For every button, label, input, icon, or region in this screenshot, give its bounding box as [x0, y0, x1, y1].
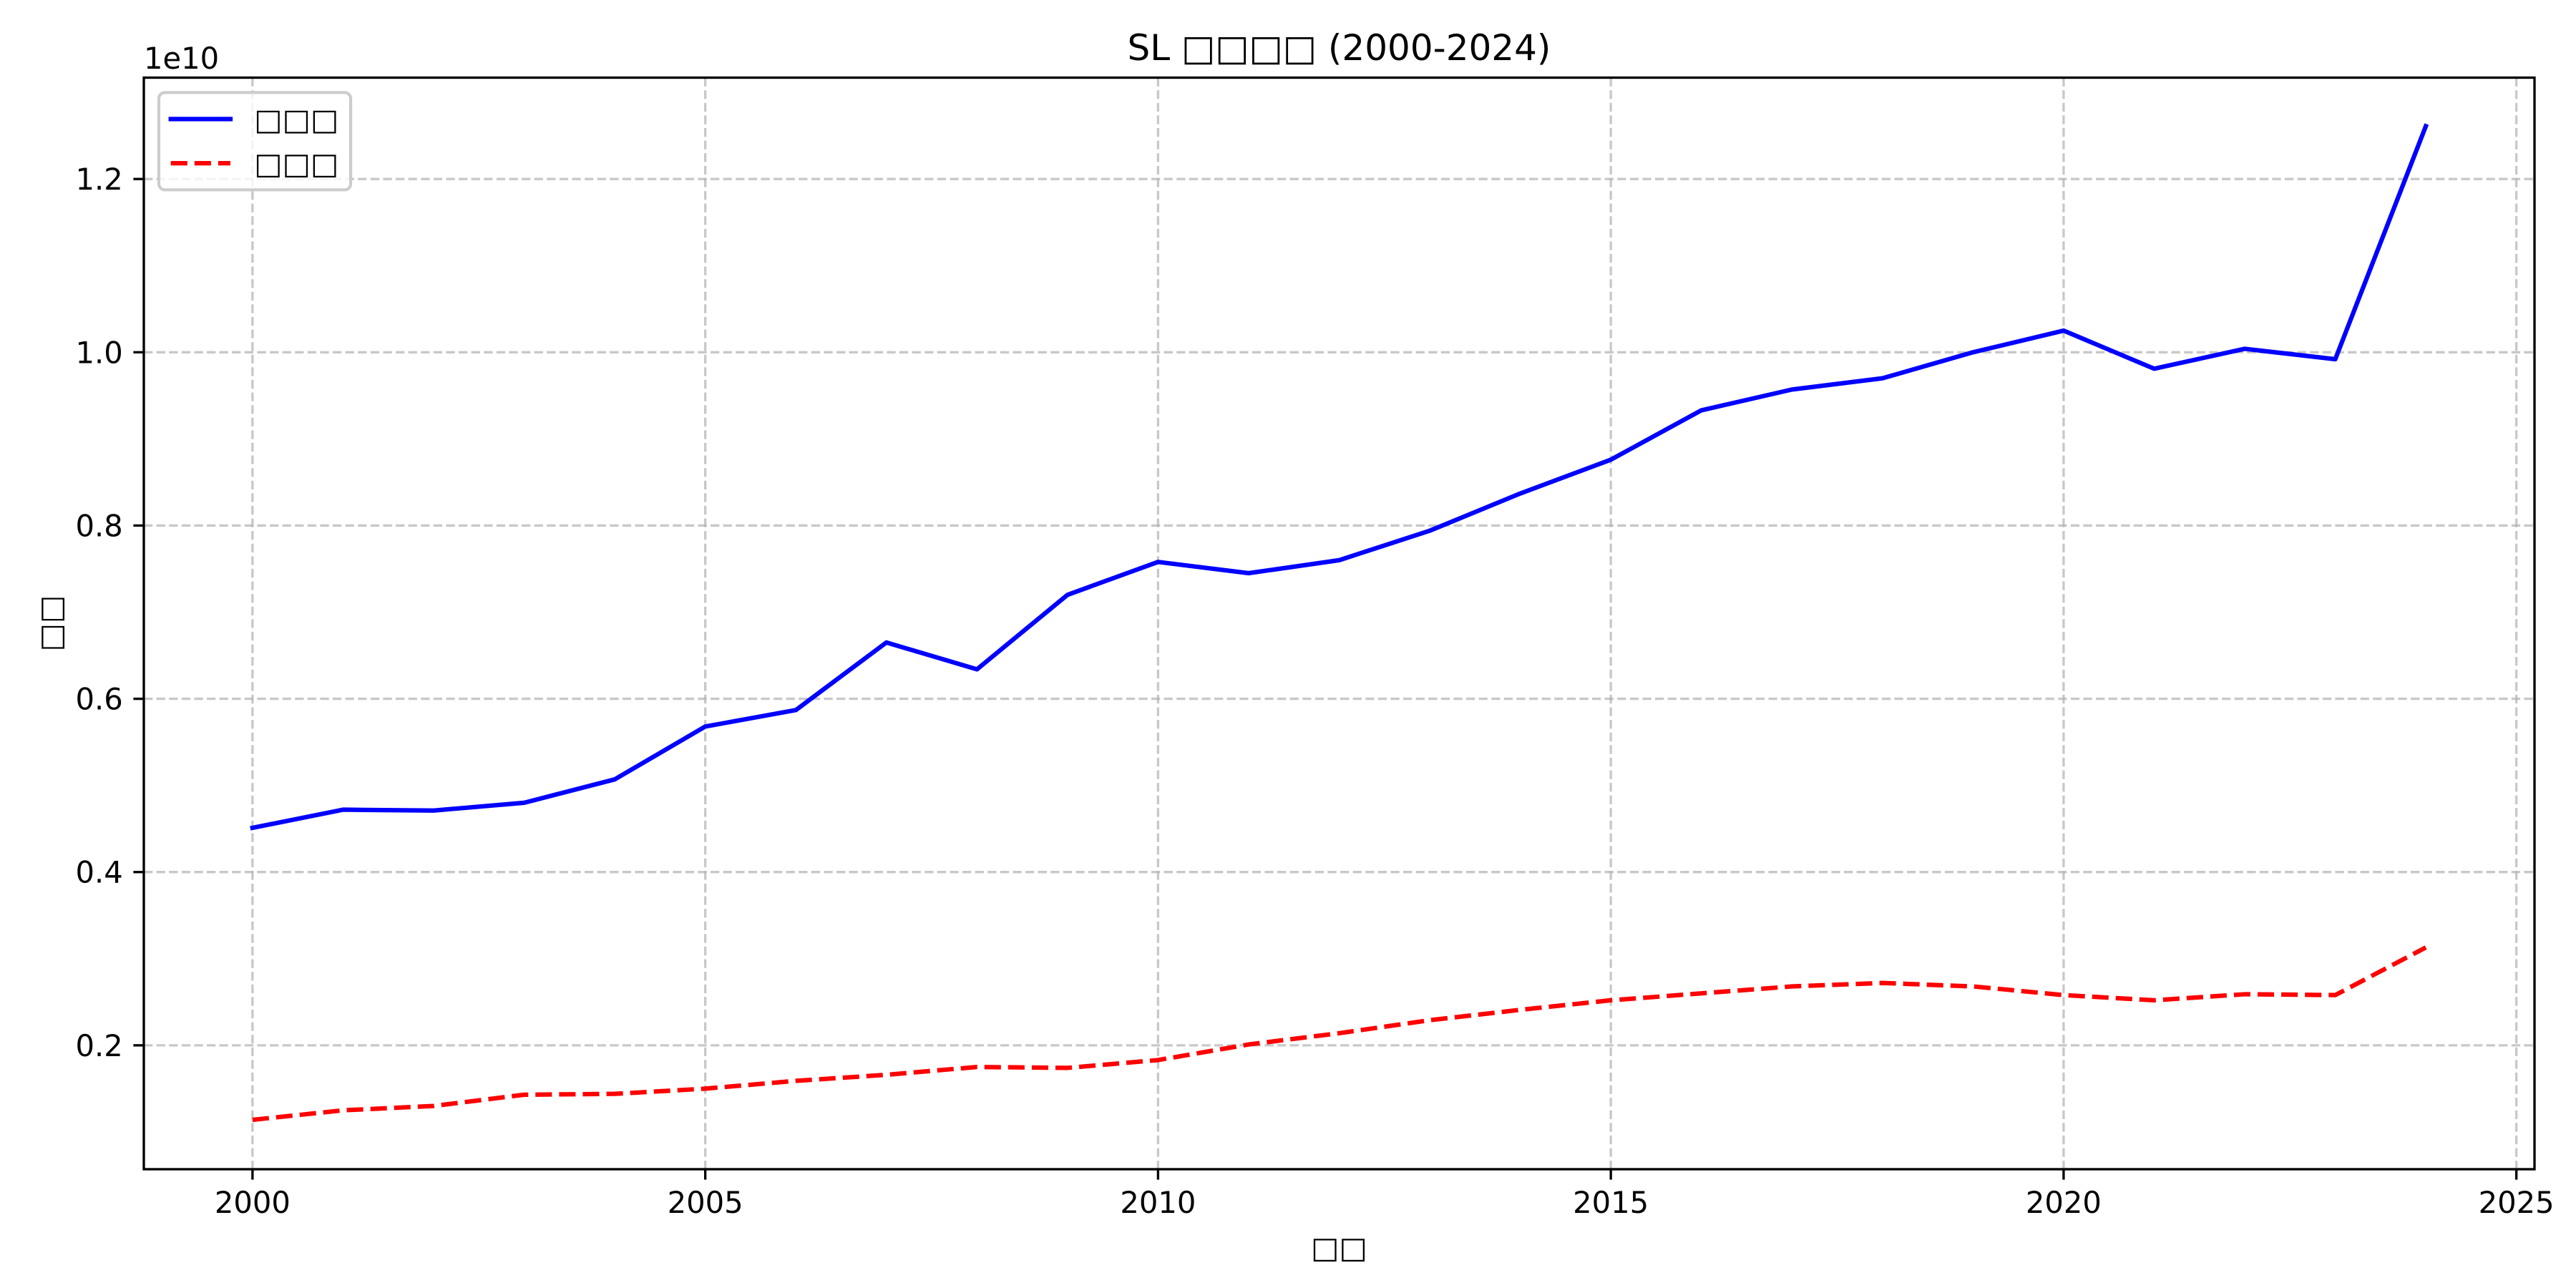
series-1-point	[341, 1108, 345, 1113]
series-0-point	[522, 801, 527, 805]
series-1-point	[1518, 1008, 1523, 1012]
series-0-point	[1518, 492, 1523, 496]
series-1-point	[794, 1079, 798, 1083]
y-tick-label: 1.0	[76, 335, 123, 370]
x-tick-label: 2005	[668, 1185, 743, 1220]
series-0-point	[250, 826, 255, 830]
x-tick-label: 2010	[1120, 1185, 1196, 1220]
series-1-point	[1609, 998, 1613, 1002]
series-1-point	[2243, 992, 2247, 996]
x-tick-label: 2020	[2026, 1185, 2102, 1220]
x-axis: 2000 2005 2010 2015 2020 2025	[215, 1169, 2555, 1220]
series-0-point	[1609, 457, 1613, 462]
series-0-point	[2062, 328, 2066, 333]
series-0-point	[613, 777, 617, 781]
series-1-point	[975, 1065, 979, 1069]
legend: □□□ □□□	[157, 91, 353, 192]
y-axis: 0.2 0.4 0.6 0.8 1.0 1.2	[76, 162, 144, 1063]
series-0-point	[2152, 366, 2156, 371]
series-1-point	[2424, 945, 2428, 950]
series-1-point	[1065, 1065, 1070, 1070]
x-tick-label: 2025	[2479, 1185, 2555, 1220]
series-0-point	[1790, 387, 1794, 391]
y-tick-label: 0.2	[76, 1028, 123, 1063]
y-axis-label: □□	[33, 595, 68, 652]
series-0-point	[1699, 408, 1704, 412]
series-0-point	[1428, 529, 1432, 533]
series-1-point	[1790, 985, 1794, 989]
series-1-point	[431, 1104, 436, 1108]
series-1-point	[1156, 1058, 1160, 1062]
series-0-point	[703, 724, 708, 728]
grid	[144, 77, 2534, 1169]
y-tick-label: 0.6	[76, 682, 123, 717]
series-1-point	[250, 1118, 255, 1122]
series-0-point	[1065, 592, 1070, 597]
legend-label-series-1: □□□	[254, 146, 338, 181]
series-0-point	[1246, 571, 1251, 575]
y-axis-offset-label: 1e10	[144, 41, 219, 76]
series-1-point	[1699, 991, 1704, 995]
legend-item-series-0: □□□	[168, 102, 338, 137]
axes-frame	[142, 76, 2536, 1171]
series-1-point	[2062, 993, 2066, 997]
x-tick-label: 2000	[215, 1185, 291, 1220]
series-0-point	[1337, 558, 1342, 562]
series-1-point	[703, 1086, 708, 1091]
x-tick-label: 2015	[1573, 1185, 1649, 1220]
series-1	[250, 945, 2428, 1123]
series-1-point	[2152, 998, 2156, 1002]
series-0-point	[431, 809, 436, 813]
series-1-point	[522, 1093, 527, 1097]
legend-item-series-1: □□□	[170, 146, 338, 181]
series-0	[250, 123, 2429, 831]
y-tick-label: 0.8	[76, 508, 123, 543]
series-1-point	[613, 1092, 617, 1096]
series-1-line	[252, 945, 2427, 1123]
series-0-line	[250, 123, 2429, 831]
legend-label-series-0: □□□	[254, 102, 338, 137]
y-tick-label: 1.2	[76, 162, 123, 197]
series-0-point	[1156, 560, 1160, 564]
series-0-point	[2424, 124, 2428, 128]
y-tick-label: 0.4	[76, 855, 123, 890]
series-0-point	[2333, 357, 2338, 361]
series-0-point	[884, 640, 889, 645]
series-1-point	[1428, 1018, 1432, 1023]
series-1-point	[1246, 1043, 1251, 1047]
series-0-point	[341, 808, 345, 812]
series-1-point	[1337, 1031, 1342, 1035]
series-1-point	[2333, 993, 2338, 997]
plot-area	[144, 77, 2534, 1169]
chart-title: SL □□□□ (2000-2024)	[1128, 27, 1551, 69]
series-1-point	[1971, 985, 1975, 989]
series-1-point	[884, 1073, 889, 1077]
x-axis-label: □□	[1311, 1230, 1367, 1265]
series-0-point	[975, 667, 979, 671]
series-0-point	[1880, 376, 1885, 381]
series-0-point	[2243, 346, 2247, 351]
series-1-point	[1880, 981, 1885, 985]
series-0-point	[1971, 350, 1975, 354]
series-layer	[250, 123, 2429, 1123]
series-0-point	[794, 708, 798, 712]
